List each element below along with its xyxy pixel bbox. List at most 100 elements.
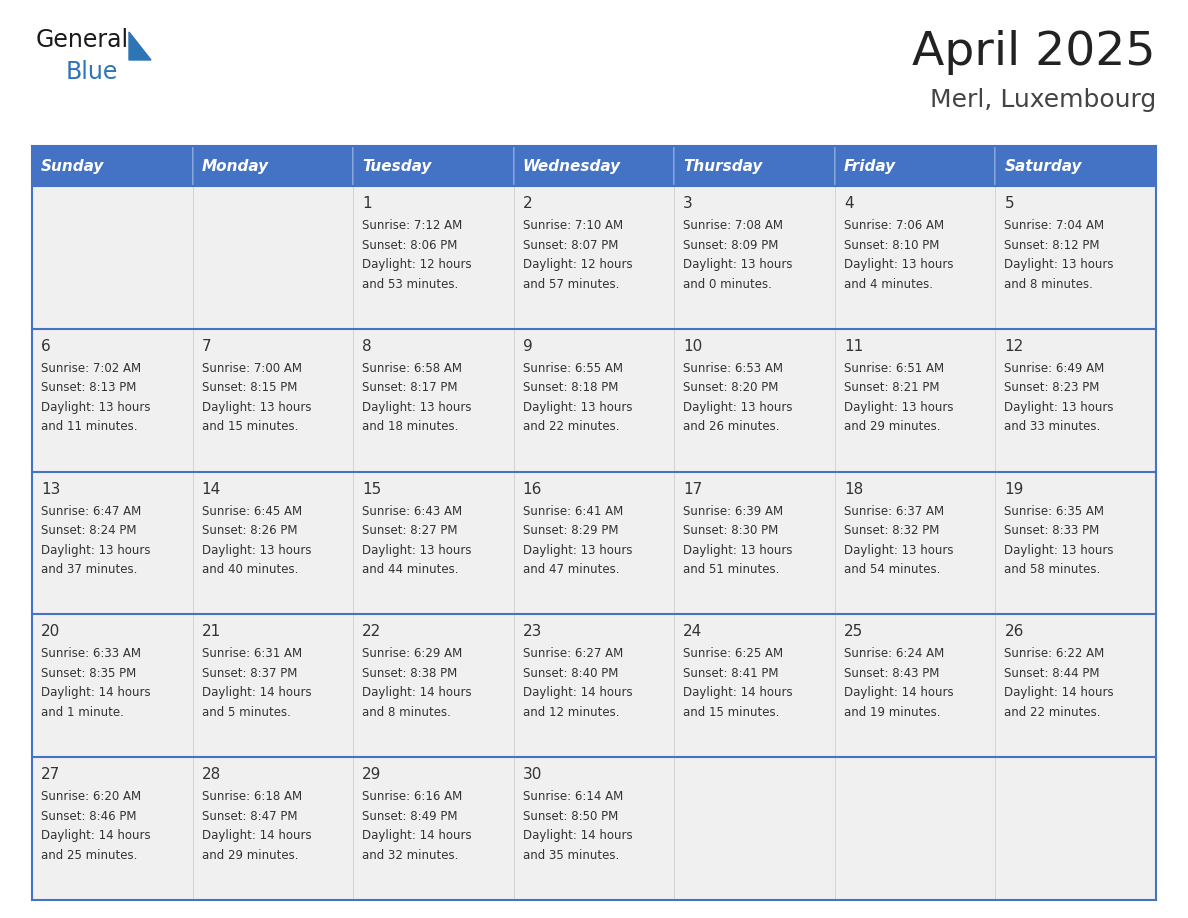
Text: Sunrise: 7:10 AM: Sunrise: 7:10 AM xyxy=(523,219,623,232)
Text: Daylight: 13 hours: Daylight: 13 hours xyxy=(202,543,311,556)
Bar xyxy=(835,757,996,900)
Bar xyxy=(353,329,513,472)
Text: Daylight: 14 hours: Daylight: 14 hours xyxy=(1004,687,1114,700)
Bar xyxy=(192,186,353,329)
Text: Daylight: 13 hours: Daylight: 13 hours xyxy=(683,543,792,556)
Text: Monday: Monday xyxy=(202,159,268,174)
Bar xyxy=(32,329,192,472)
Bar xyxy=(835,329,996,472)
Text: and 44 minutes.: and 44 minutes. xyxy=(362,563,459,577)
Text: Sunset: 8:12 PM: Sunset: 8:12 PM xyxy=(1004,239,1100,252)
Text: 9: 9 xyxy=(523,339,532,353)
Text: and 29 minutes.: and 29 minutes. xyxy=(202,849,298,862)
Text: Sunset: 8:44 PM: Sunset: 8:44 PM xyxy=(1004,666,1100,680)
Bar xyxy=(835,614,996,757)
Text: Sunrise: 6:35 AM: Sunrise: 6:35 AM xyxy=(1004,505,1105,518)
Text: Sunrise: 7:02 AM: Sunrise: 7:02 AM xyxy=(42,362,141,375)
Bar xyxy=(513,329,675,472)
Text: Daylight: 13 hours: Daylight: 13 hours xyxy=(843,543,953,556)
Text: Daylight: 13 hours: Daylight: 13 hours xyxy=(523,543,632,556)
Text: Sunrise: 7:06 AM: Sunrise: 7:06 AM xyxy=(843,219,944,232)
Text: Daylight: 13 hours: Daylight: 13 hours xyxy=(843,401,953,414)
Text: Sunrise: 6:55 AM: Sunrise: 6:55 AM xyxy=(523,362,623,375)
Text: Sunset: 8:29 PM: Sunset: 8:29 PM xyxy=(523,524,618,537)
Text: 28: 28 xyxy=(202,767,221,782)
Text: and 22 minutes.: and 22 minutes. xyxy=(523,420,619,433)
Bar xyxy=(513,146,675,186)
Text: 25: 25 xyxy=(843,624,864,640)
Bar xyxy=(513,757,675,900)
Bar xyxy=(353,614,513,757)
Text: Sunset: 8:13 PM: Sunset: 8:13 PM xyxy=(42,381,137,395)
Text: Sunset: 8:38 PM: Sunset: 8:38 PM xyxy=(362,666,457,680)
Text: Daylight: 13 hours: Daylight: 13 hours xyxy=(42,543,151,556)
Text: Sunrise: 6:43 AM: Sunrise: 6:43 AM xyxy=(362,505,462,518)
Text: and 12 minutes.: and 12 minutes. xyxy=(523,706,619,719)
Bar xyxy=(353,146,513,186)
Text: and 19 minutes.: and 19 minutes. xyxy=(843,706,941,719)
Text: Sunset: 8:07 PM: Sunset: 8:07 PM xyxy=(523,239,618,252)
Text: Sunset: 8:30 PM: Sunset: 8:30 PM xyxy=(683,524,778,537)
Text: and 8 minutes.: and 8 minutes. xyxy=(1004,277,1093,290)
Text: 3: 3 xyxy=(683,196,693,211)
Text: 22: 22 xyxy=(362,624,381,640)
Text: Sunrise: 6:18 AM: Sunrise: 6:18 AM xyxy=(202,790,302,803)
Text: Daylight: 14 hours: Daylight: 14 hours xyxy=(202,687,311,700)
Text: Sunset: 8:09 PM: Sunset: 8:09 PM xyxy=(683,239,778,252)
Text: Merl, Luxembourg: Merl, Luxembourg xyxy=(930,88,1156,112)
Text: Wednesday: Wednesday xyxy=(523,159,621,174)
Bar xyxy=(32,472,192,614)
Text: Sunday: Sunday xyxy=(42,159,105,174)
Text: and 47 minutes.: and 47 minutes. xyxy=(523,563,619,577)
Text: Sunrise: 6:29 AM: Sunrise: 6:29 AM xyxy=(362,647,462,660)
Text: and 5 minutes.: and 5 minutes. xyxy=(202,706,290,719)
Text: 23: 23 xyxy=(523,624,542,640)
Text: and 18 minutes.: and 18 minutes. xyxy=(362,420,459,433)
Text: and 51 minutes.: and 51 minutes. xyxy=(683,563,779,577)
Polygon shape xyxy=(129,32,151,60)
Text: and 26 minutes.: and 26 minutes. xyxy=(683,420,779,433)
Bar xyxy=(675,186,835,329)
Text: Sunset: 8:33 PM: Sunset: 8:33 PM xyxy=(1004,524,1100,537)
Text: Sunset: 8:06 PM: Sunset: 8:06 PM xyxy=(362,239,457,252)
Text: 27: 27 xyxy=(42,767,61,782)
Bar xyxy=(996,614,1156,757)
Text: Daylight: 13 hours: Daylight: 13 hours xyxy=(1004,543,1114,556)
Text: and 22 minutes.: and 22 minutes. xyxy=(1004,706,1101,719)
Text: Sunrise: 6:41 AM: Sunrise: 6:41 AM xyxy=(523,505,623,518)
Bar xyxy=(996,329,1156,472)
Text: Thursday: Thursday xyxy=(683,159,763,174)
Text: Daylight: 13 hours: Daylight: 13 hours xyxy=(683,401,792,414)
Text: Sunrise: 6:14 AM: Sunrise: 6:14 AM xyxy=(523,790,623,803)
Bar xyxy=(32,186,192,329)
Text: Daylight: 13 hours: Daylight: 13 hours xyxy=(1004,401,1114,414)
Text: Daylight: 12 hours: Daylight: 12 hours xyxy=(523,258,632,271)
Text: Sunset: 8:27 PM: Sunset: 8:27 PM xyxy=(362,524,457,537)
Text: 4: 4 xyxy=(843,196,853,211)
Bar xyxy=(996,186,1156,329)
Text: Sunset: 8:26 PM: Sunset: 8:26 PM xyxy=(202,524,297,537)
Text: and 40 minutes.: and 40 minutes. xyxy=(202,563,298,577)
Text: Daylight: 13 hours: Daylight: 13 hours xyxy=(362,401,472,414)
Bar xyxy=(513,186,675,329)
Text: 1: 1 xyxy=(362,196,372,211)
Text: and 29 minutes.: and 29 minutes. xyxy=(843,420,941,433)
Text: Sunset: 8:35 PM: Sunset: 8:35 PM xyxy=(42,666,137,680)
Text: 7: 7 xyxy=(202,339,211,353)
Text: Sunset: 8:23 PM: Sunset: 8:23 PM xyxy=(1004,381,1100,395)
Text: and 54 minutes.: and 54 minutes. xyxy=(843,563,940,577)
Text: Daylight: 14 hours: Daylight: 14 hours xyxy=(362,829,472,842)
Text: 30: 30 xyxy=(523,767,542,782)
Bar xyxy=(996,472,1156,614)
Text: Sunrise: 6:25 AM: Sunrise: 6:25 AM xyxy=(683,647,783,660)
Text: 17: 17 xyxy=(683,482,702,497)
Text: Sunset: 8:43 PM: Sunset: 8:43 PM xyxy=(843,666,940,680)
Bar xyxy=(32,146,192,186)
Text: and 1 minute.: and 1 minute. xyxy=(42,706,124,719)
Text: Sunrise: 6:22 AM: Sunrise: 6:22 AM xyxy=(1004,647,1105,660)
Bar xyxy=(513,614,675,757)
Text: Daylight: 14 hours: Daylight: 14 hours xyxy=(523,687,632,700)
Text: 5: 5 xyxy=(1004,196,1015,211)
Text: 18: 18 xyxy=(843,482,864,497)
Text: 2: 2 xyxy=(523,196,532,211)
